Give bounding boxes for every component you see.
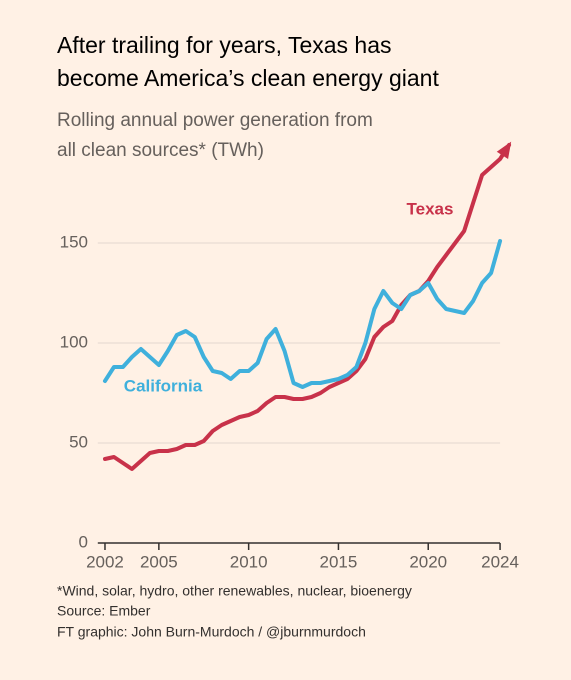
footnote: FT graphic: John Burn-Murdoch / @jburnmu…: [57, 624, 366, 640]
series-label: Texas: [407, 199, 454, 218]
x-tick-label: 2024: [481, 552, 519, 571]
x-tick-label: 2002: [86, 552, 124, 571]
y-tick-label: 100: [60, 332, 88, 351]
x-tick-label: 2010: [230, 552, 268, 571]
y-tick-label: 150: [60, 232, 88, 251]
arrowhead: [496, 141, 512, 159]
footnote: Source: Ember: [57, 603, 151, 619]
subtitle: all clean sources* (TWh): [57, 140, 264, 161]
subtitle: Rolling annual power generation from: [57, 110, 373, 131]
title: become America’s clean energy giant: [57, 65, 439, 91]
series-line: [102, 143, 512, 471]
y-tick-label: 0: [79, 532, 88, 551]
x-tick-label: 2005: [140, 552, 178, 571]
footnote: *Wind, solar, hydro, other renewables, n…: [57, 583, 412, 599]
series-line: [102, 239, 503, 389]
y-tick-label: 50: [69, 432, 88, 451]
series-label: California: [124, 376, 203, 395]
x-tick-label: 2020: [409, 552, 447, 571]
x-tick-label: 2015: [320, 552, 358, 571]
title: After trailing for years, Texas has: [57, 32, 392, 58]
